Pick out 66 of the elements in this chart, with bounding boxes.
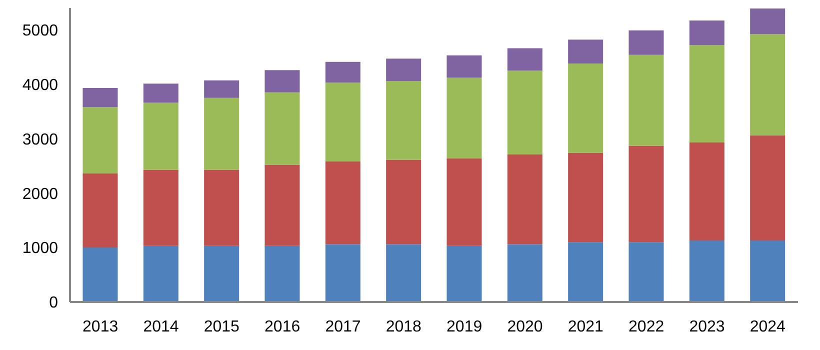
bar [325, 82, 360, 162]
x-tick-label: 2016 [264, 318, 300, 336]
bar [204, 80, 240, 98]
y-tick-label: 0 [49, 294, 58, 312]
bar [568, 64, 604, 153]
x-tick-label: 2013 [82, 318, 118, 336]
bar [143, 246, 178, 302]
bar [507, 70, 542, 154]
bar [446, 246, 482, 302]
bar [386, 58, 422, 81]
bar [264, 70, 300, 92]
bar [204, 246, 240, 302]
bar [82, 107, 118, 174]
bar [628, 30, 664, 55]
y-tick-label: 4000 [22, 76, 58, 94]
bar [750, 240, 786, 302]
bar [568, 40, 604, 64]
bar [568, 242, 604, 302]
bar [82, 248, 118, 302]
x-tick-label: 2020 [507, 318, 543, 336]
x-tick-label: 2018 [386, 318, 422, 336]
bar [689, 20, 724, 46]
x-tick-label: 2024 [750, 318, 786, 336]
bar [750, 34, 786, 136]
bar [264, 246, 300, 302]
bar [446, 55, 482, 78]
bar [143, 170, 178, 246]
bar [507, 48, 542, 71]
bar [628, 54, 664, 146]
bar [689, 45, 724, 142]
x-tick-label: 2015 [204, 318, 240, 336]
bar [446, 158, 482, 246]
x-tick-label: 2019 [446, 318, 482, 336]
bar [386, 80, 422, 160]
y-tick-label: 2000 [22, 186, 58, 203]
bar [386, 244, 422, 302]
bar [507, 244, 542, 302]
bar [264, 164, 300, 246]
bar [507, 154, 542, 244]
bar [143, 102, 178, 170]
bar [628, 146, 664, 242]
bar [204, 98, 240, 170]
bar [325, 62, 360, 83]
bar [82, 174, 118, 248]
bar [82, 88, 118, 108]
bar [750, 135, 786, 240]
bar [750, 8, 786, 34]
bar [204, 170, 240, 246]
x-tick-label: 2014 [143, 318, 179, 336]
x-tick-label: 2022 [628, 318, 664, 336]
bar [628, 242, 664, 302]
bar [689, 142, 724, 240]
bar [143, 84, 178, 103]
y-tick-label: 1000 [22, 240, 58, 258]
bar [325, 244, 360, 302]
bar [568, 152, 604, 242]
y-tick-label: 3000 [22, 131, 58, 148]
y-tick-label: 5000 [22, 22, 58, 40]
bar [264, 92, 300, 165]
x-tick-label: 2023 [689, 318, 725, 336]
bar [689, 240, 724, 302]
bar [386, 160, 422, 244]
x-tick-label: 2021 [568, 318, 604, 336]
x-tick-label: 2017 [325, 318, 361, 336]
bar [446, 78, 482, 158]
bar [325, 162, 360, 244]
